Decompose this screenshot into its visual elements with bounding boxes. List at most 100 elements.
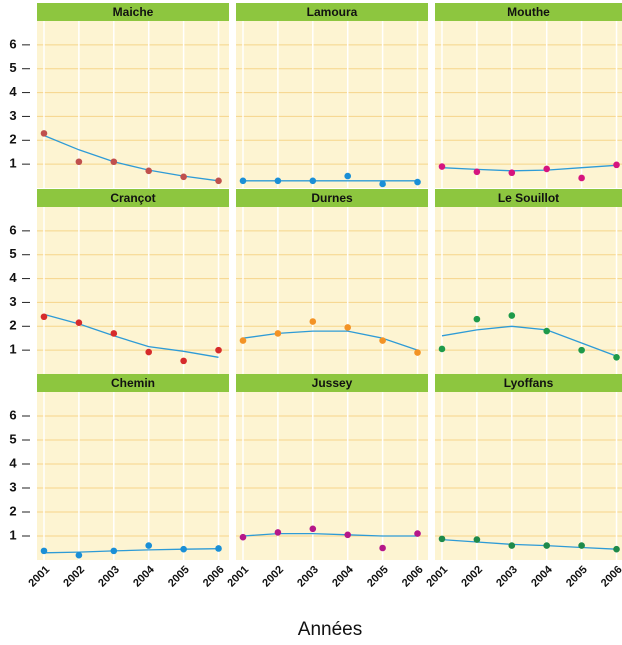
- data-point: [40, 130, 48, 137]
- y-tick-label: 3: [9, 479, 16, 494]
- data-point: [578, 542, 585, 549]
- panel-background: [435, 21, 622, 188]
- data-point: [543, 542, 551, 549]
- data-point: [145, 542, 153, 549]
- y-tick-label: 2: [9, 132, 16, 147]
- trend-line: [441, 538, 617, 550]
- x-tick-label: 2001: [26, 564, 52, 590]
- data-point: [344, 324, 352, 331]
- x-tick-label: 2002: [260, 564, 286, 590]
- data-point: [145, 167, 153, 175]
- panel-header: [435, 3, 622, 21]
- trend-line: [43, 134, 219, 182]
- data-point: [414, 349, 421, 356]
- trend-line: [43, 313, 219, 358]
- panel-background: [435, 207, 622, 374]
- x-tick-label: 2005: [365, 564, 391, 590]
- data-point: [110, 158, 118, 166]
- y-tick-label: 1: [9, 156, 16, 171]
- data-point: [508, 312, 516, 319]
- data-point: [239, 177, 247, 185]
- data-point: [344, 172, 352, 180]
- data-point: [215, 177, 222, 185]
- y-tick-label: 4: [9, 84, 17, 99]
- data-point: [379, 337, 386, 344]
- panel-background: [236, 21, 428, 188]
- y-tick-label: 6: [9, 407, 16, 422]
- x-tick-label: 2003: [295, 564, 321, 590]
- data-point: [75, 319, 83, 327]
- data-point: [40, 547, 48, 555]
- data-point: [309, 318, 317, 325]
- data-point: [379, 180, 386, 188]
- x-tick-label: 2005: [564, 564, 590, 590]
- data-point: [543, 165, 551, 173]
- panel-header: [435, 374, 622, 392]
- x-axis-label: Années: [298, 619, 362, 640]
- panel-header: [435, 189, 622, 207]
- panel-background: [37, 207, 229, 374]
- panel-title: Lamoura: [307, 5, 358, 19]
- y-tick-label: 2: [9, 503, 16, 518]
- x-tick-label: 2006: [201, 564, 227, 590]
- panel-title: Maiche: [113, 5, 154, 19]
- x-tick-label: 2002: [459, 564, 485, 590]
- panel-background: [435, 392, 622, 560]
- y-tick-label: 3: [9, 108, 16, 123]
- panel-header: [37, 189, 229, 207]
- data-point: [508, 542, 516, 549]
- x-tick-label: 2003: [96, 564, 122, 590]
- panel-title: Le Souillot: [498, 191, 559, 205]
- data-point: [473, 168, 481, 176]
- data-point: [274, 529, 282, 536]
- panel-background: [37, 21, 229, 188]
- data-point: [180, 357, 187, 365]
- x-tick-label: 2001: [225, 564, 251, 590]
- data-point: [75, 551, 83, 559]
- data-point: [274, 177, 282, 185]
- data-point: [309, 177, 317, 185]
- x-tick-label: 2002: [61, 564, 87, 590]
- y-tick-label: 5: [9, 60, 16, 75]
- x-tick-label: 2005: [166, 564, 192, 590]
- panel-header: [37, 374, 229, 392]
- data-point: [578, 346, 585, 354]
- data-point: [215, 545, 222, 552]
- data-point: [180, 545, 187, 553]
- data-point: [379, 544, 386, 552]
- data-point: [414, 178, 421, 186]
- data-point: [473, 315, 481, 323]
- panel-background: [236, 207, 428, 374]
- y-tick-label: 5: [9, 431, 16, 446]
- data-point: [543, 327, 551, 335]
- data-point: [414, 530, 421, 537]
- data-point: [613, 545, 620, 553]
- panel-title: Jussey: [312, 376, 353, 390]
- y-tick-label: 4: [9, 270, 17, 285]
- panel-header: [37, 3, 229, 21]
- x-tick-label: 2004: [330, 563, 356, 589]
- panel-header: [236, 3, 428, 21]
- y-tick-label: 3: [9, 294, 16, 309]
- y-tick-label: 6: [9, 222, 16, 237]
- data-point: [239, 533, 247, 541]
- data-point: [438, 345, 446, 353]
- data-point: [613, 354, 620, 361]
- y-tick-label: 6: [9, 36, 16, 51]
- data-point: [508, 169, 516, 177]
- panel-header: [236, 374, 428, 392]
- data-point: [344, 531, 352, 539]
- x-tick-label: 2004: [529, 563, 555, 589]
- trend-line: [43, 548, 219, 554]
- y-tick-label: 2: [9, 318, 16, 333]
- data-point: [438, 163, 446, 170]
- data-point: [239, 337, 247, 344]
- data-point: [473, 536, 481, 543]
- x-tick-label: 2001: [424, 564, 450, 590]
- panel-header: [236, 189, 428, 207]
- data-point: [180, 173, 187, 181]
- data-point: [274, 330, 282, 337]
- x-tick-label: 2006: [599, 564, 622, 590]
- panel-title: Chemin: [111, 376, 155, 390]
- y-tick-label: 1: [9, 342, 16, 357]
